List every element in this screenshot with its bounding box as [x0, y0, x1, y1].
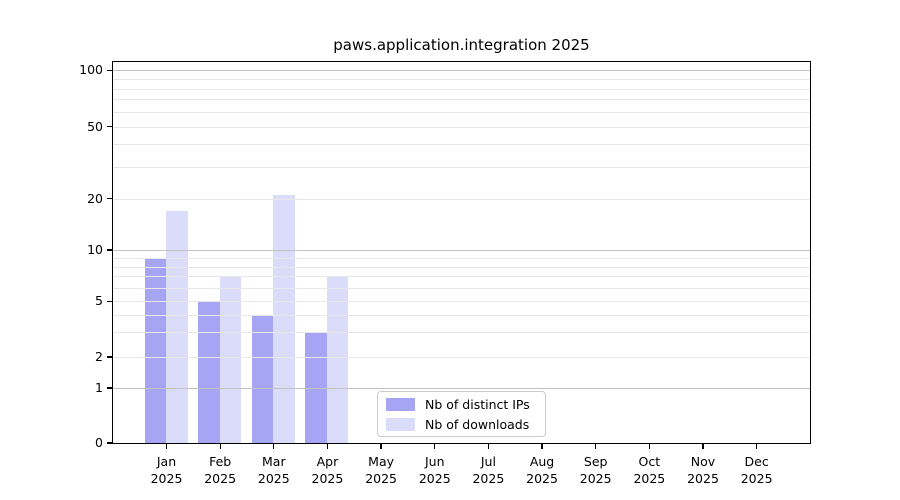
x-tick-label-aug: Aug 2025	[526, 454, 558, 486]
y-tick-5	[107, 300, 113, 303]
major-gridline-100	[113, 70, 810, 72]
minor-gridline-8	[113, 266, 810, 268]
x-tick-label-dec: Dec 2025	[740, 454, 773, 486]
x-tick-nov	[702, 443, 704, 449]
x-tick-label-oct: Oct 2025	[633, 454, 666, 486]
legend-row-downloads: Nb of downloads	[378, 415, 545, 435]
y-tick-1	[107, 387, 113, 389]
minor-gridline-7	[113, 276, 810, 278]
bar-mar-downloads	[273, 194, 295, 443]
bar-feb-distinct-ips	[198, 301, 220, 443]
y-tick-label-0: 0	[95, 435, 103, 450]
minor-gridline-5	[113, 301, 810, 303]
y-tick-2	[107, 356, 113, 358]
x-tick-aug	[541, 443, 543, 449]
y-tick-label-2: 2	[95, 349, 103, 364]
minor-gridline-30	[113, 166, 810, 168]
minor-gridline-4	[113, 315, 810, 316]
minor-gridline-9	[113, 257, 810, 259]
bar-mar-distinct-ips	[251, 315, 274, 443]
minor-gridline-80	[113, 88, 810, 90]
bar-apr-distinct-ips	[305, 332, 327, 443]
minor-gridline-50	[113, 126, 810, 128]
x-tick-label-nov: Nov 2025	[687, 454, 719, 486]
x-tick-label-apr: Apr 2025	[311, 454, 344, 486]
minor-gridline-3	[113, 332, 810, 334]
x-tick-apr	[326, 443, 329, 449]
legend-label-downloads: Nb of downloads	[425, 417, 530, 432]
y-tick-100	[107, 69, 113, 72]
legend-swatch-distinct-ips-icon	[386, 398, 415, 411]
x-tick-label-jul: Jul 2025	[472, 454, 505, 486]
x-tick-dec	[756, 443, 758, 449]
chart-title: paws.application.integration 2025	[333, 36, 590, 54]
y-tick-label-50: 50	[87, 118, 103, 134]
y-tick-0	[107, 442, 113, 444]
x-tick-label-may: May 2025	[365, 454, 397, 486]
bar-feb-downloads	[219, 276, 242, 443]
x-tick-label-jan: Jan 2025	[150, 454, 183, 486]
y-tick-20	[107, 197, 113, 200]
bar-jan-distinct-ips	[144, 257, 166, 443]
y-tick-label-10: 10	[87, 241, 103, 257]
minor-gridline-2	[113, 357, 810, 358]
bar-jan-downloads	[166, 210, 188, 443]
plot-area	[113, 62, 810, 443]
x-tick-label-sep: Sep 2025	[579, 454, 612, 486]
x-tick-jul	[487, 443, 490, 449]
x-tick-may	[380, 443, 382, 449]
x-tick-label-feb: Feb 2025	[204, 454, 237, 486]
y-tick-label-100: 100	[79, 62, 103, 78]
x-tick-feb	[219, 443, 221, 449]
bar-apr-downloads	[326, 276, 349, 443]
y-tick-label-1: 1	[95, 379, 103, 395]
legend-swatch-downloads-icon	[386, 418, 415, 431]
minor-gridline-60	[113, 111, 810, 113]
legend-label-distinct-ips: Nb of distinct IPs	[425, 397, 530, 412]
legend-row-distinct-ips: Nb of distinct IPs	[378, 395, 545, 415]
y-tick-50	[107, 125, 113, 128]
minor-gridline-40	[113, 144, 810, 146]
x-tick-label-jun: Jun 2025	[418, 454, 451, 486]
minor-gridline-70	[113, 99, 810, 101]
x-tick-sep	[595, 443, 597, 449]
x-tick-label-mar: Mar 2025	[257, 454, 290, 486]
minor-gridline-90	[113, 79, 810, 80]
minor-gridline-6	[113, 287, 810, 289]
minor-gridline-20	[113, 198, 810, 200]
legend: Nb of distinct IPs Nb of downloads	[377, 391, 546, 437]
y-tick-10	[107, 249, 113, 251]
x-tick-oct	[648, 443, 650, 449]
major-gridline-1	[113, 387, 810, 389]
x-tick-jan	[165, 443, 168, 449]
y-tick-label-5: 5	[95, 293, 103, 309]
x-tick-mar	[273, 443, 275, 449]
y-tick-label-20: 20	[87, 190, 103, 206]
major-gridline-10	[113, 249, 810, 251]
x-tick-jun	[434, 443, 436, 449]
